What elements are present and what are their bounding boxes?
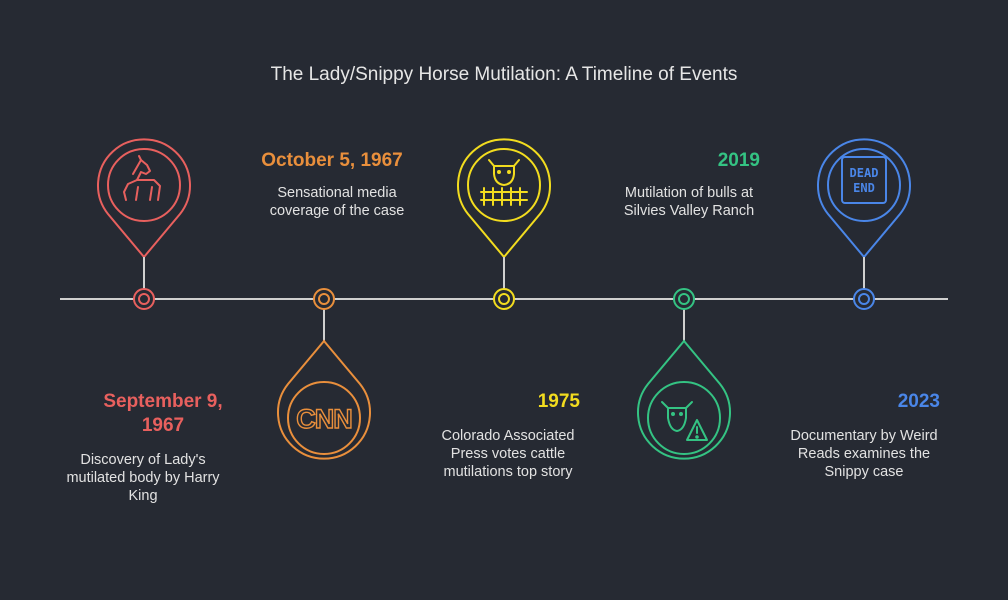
event-5-pin: [817, 138, 911, 259]
event-1-pin: [97, 138, 191, 259]
event-4-pin-ring: [647, 381, 721, 455]
event-2-pin: [277, 339, 371, 460]
event-4-pin: [637, 339, 731, 460]
event-5-description: Documentary by Weird Reads examines the …: [790, 428, 938, 480]
event-3-date: 1975: [537, 391, 580, 412]
svg-text:END: END: [853, 181, 875, 195]
event-5-date: 2023: [897, 391, 940, 412]
event-1-node: [133, 288, 155, 310]
event-5-marker: DEAD END: [817, 138, 911, 310]
diagram-title: The Lady/Snippy Horse Mutilation: A Time…: [270, 64, 738, 85]
event-3-description: Colorado Associated Press votes cattle m…: [441, 428, 575, 480]
event-2-pin-ring: [287, 381, 361, 455]
event-2-marker: CNN: [277, 288, 371, 460]
event-1-marker: [97, 138, 191, 310]
event-5-node: [853, 288, 875, 310]
event-4-date: 2019: [717, 150, 760, 171]
event-5-pin-ring: [827, 148, 901, 222]
event-2-date: October 5, 1967: [261, 150, 403, 171]
event-2-description: Sensational media coverage of the case: [269, 185, 405, 219]
event-1-date: September 9, 1967: [103, 391, 223, 436]
dead-end-sign-icon: DEAD END: [841, 156, 887, 204]
svg-text:DEAD: DEAD: [850, 166, 879, 180]
event-1-pin-ring: [107, 148, 181, 222]
event-3-pin: [457, 138, 551, 259]
event-4-description: Mutilation of bulls at Silvies Valley Ra…: [623, 185, 755, 219]
event-4-node: [673, 288, 695, 310]
event-3-marker: [457, 138, 551, 310]
event-4-marker: [637, 288, 731, 460]
cow-warning-icon: [661, 401, 708, 441]
event-3-pin-ring: [467, 148, 541, 222]
cnn-logo-icon: CNN: [296, 404, 352, 434]
event-2-node: [313, 288, 335, 310]
horse-icon: [123, 155, 161, 201]
cow-fence-icon: [480, 159, 528, 206]
event-3-node: [493, 288, 515, 310]
event-1-description: Discovery of Lady's mutilated body by Ha…: [66, 452, 220, 504]
